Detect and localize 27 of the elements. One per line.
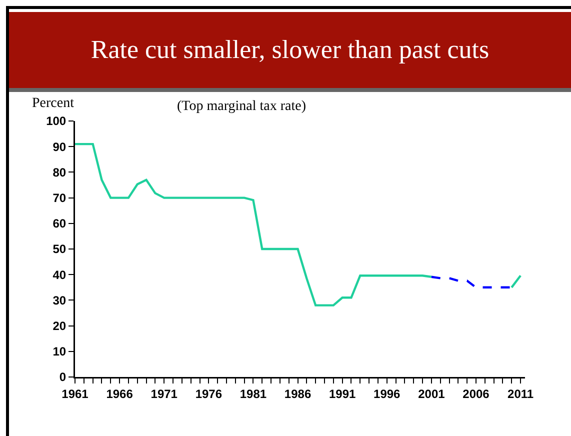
chart-title: Rate cut smaller, slower than past cuts (90, 35, 490, 65)
x-tick-label: 1996 (374, 386, 401, 401)
x-tick-label: 1961 (62, 386, 89, 401)
y-tick-label: 50 (52, 242, 66, 256)
x-tick-label: 2001 (418, 386, 446, 401)
y-tick-label: 80 (52, 165, 66, 180)
x-tick-label: 1981 (240, 386, 267, 401)
y-tick-label: 0 (59, 370, 66, 384)
y-tick-label: 30 (52, 293, 66, 308)
x-tick-label: 1971 (150, 386, 178, 401)
y-axis-title: Percent (32, 96, 74, 111)
y-tick-label: 20 (52, 319, 66, 333)
x-tick-label: 1976 (195, 386, 222, 401)
chart-subtitle: (Top marginal tax rate) (177, 99, 306, 114)
y-tick-label: 70 (52, 191, 66, 205)
x-tick-label: 1991 (328, 386, 356, 401)
x-tick-label: 1986 (284, 386, 312, 401)
title-banner: Rate cut smaller, slower than past cuts (9, 12, 571, 92)
y-tick-label: 60 (52, 216, 66, 231)
x-tick-label: 1966 (106, 386, 134, 401)
line-series (430, 276, 513, 288)
y-tick-label: 40 (52, 268, 66, 282)
y-tick-label: 100 (46, 114, 66, 128)
y-tick-label: 90 (52, 140, 66, 154)
y-tick-label: 10 (52, 344, 66, 359)
x-tick-label: 2011 (508, 386, 534, 401)
x-tick-label: 2006 (462, 386, 490, 401)
